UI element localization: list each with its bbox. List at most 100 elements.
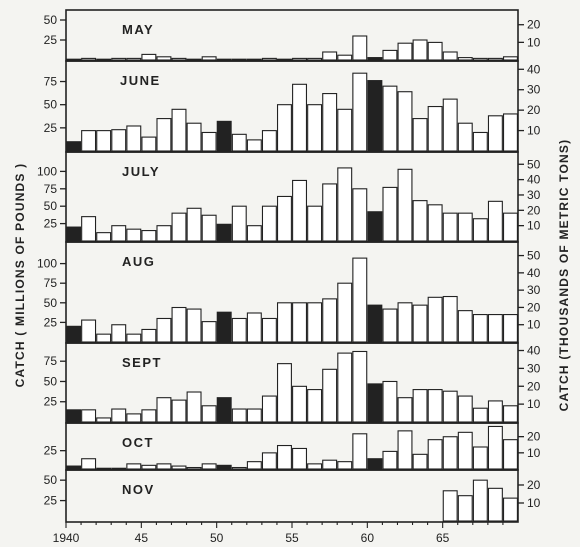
right-tick-label: 30	[527, 188, 541, 202]
bar-june-1950	[216, 120, 232, 152]
right-tick-label: 40	[527, 173, 541, 187]
bar-aug-1968	[487, 314, 503, 343]
bar-oct-1949	[201, 463, 217, 470]
bar-aug-1951	[231, 317, 247, 343]
right-tick-label: 10	[527, 446, 541, 460]
bar-oct-1961	[382, 450, 398, 470]
right-tick-label: 20	[527, 430, 541, 444]
bar-sept-1942	[96, 417, 112, 423]
bar-sept-1949	[201, 405, 217, 423]
bar-july-1943	[111, 225, 127, 242]
bar-sept-1967	[472, 407, 488, 423]
bar-oct-1940	[66, 465, 82, 470]
bar-aug-1959	[352, 257, 368, 343]
bar-july-1960	[367, 211, 383, 242]
bar-july-1958	[337, 167, 353, 242]
bar-july-1959	[352, 188, 368, 242]
bar-may-1961	[382, 49, 398, 61]
x-tick-label: 60	[361, 531, 375, 545]
bar-sept-1946	[156, 397, 172, 423]
bar-july-1953	[261, 205, 277, 242]
bar-june-1945	[141, 136, 157, 152]
bar-june-1942	[96, 130, 112, 152]
bar-july-1968	[487, 200, 503, 242]
bar-may-1949	[201, 56, 217, 61]
bar-june-1961	[382, 85, 398, 152]
bar-sept-1955	[292, 385, 308, 423]
left-tick-label: 25	[44, 395, 58, 409]
bar-oct-1955	[292, 447, 308, 470]
left-tick-label: 25	[44, 494, 58, 508]
bar-june-1957	[322, 93, 338, 152]
right-tick-label: 10	[527, 124, 541, 138]
bar-july-1961	[382, 186, 398, 242]
bar-june-1963	[412, 118, 428, 152]
bar-oct-1963	[412, 453, 428, 470]
bar-aug-1964	[427, 296, 443, 343]
left-tick-label: 25	[44, 315, 58, 329]
bar-may-1946	[156, 56, 172, 61]
bar-aug-1969	[502, 314, 518, 343]
bar-june-1967	[472, 131, 488, 152]
bar-sept-1954	[276, 363, 292, 423]
bar-july-1967	[472, 218, 488, 242]
bar-may-1967	[472, 57, 488, 61]
bar-may-1950	[216, 58, 232, 61]
bar-oct-1948	[186, 466, 202, 470]
bar-sept-1945	[141, 409, 157, 423]
bar-aug-1956	[307, 302, 323, 343]
bar-aug-1943	[111, 324, 127, 343]
right-tick-label: 40	[527, 62, 541, 76]
left-tick-label: 25	[44, 217, 58, 231]
bar-june-1946	[156, 118, 172, 152]
bar-may-1951	[231, 58, 247, 61]
bar-sept-1961	[382, 380, 398, 423]
bar-sept-1968	[487, 400, 503, 423]
bar-aug-1949	[201, 321, 217, 343]
bar-may-1945	[141, 53, 157, 61]
bar-july-1944	[126, 228, 142, 242]
left-tick-label: 25	[44, 121, 58, 135]
bar-aug-1960	[367, 304, 383, 343]
right-tick-label: 20	[527, 18, 541, 32]
bar-july-1945	[141, 230, 157, 242]
bar-sept-1962	[397, 397, 413, 423]
bar-sept-1965	[442, 390, 458, 423]
left-tick-label: 75	[44, 276, 58, 290]
bar-june-1948	[186, 122, 202, 152]
bar-june-1964	[427, 105, 443, 152]
bar-june-1952	[246, 139, 262, 152]
bar-june-1956	[307, 104, 323, 152]
bar-nov-1967	[472, 479, 488, 522]
bar-sept-1958	[337, 352, 353, 423]
bar-sept-1966	[457, 395, 473, 423]
left-tick-label: 50	[44, 374, 58, 388]
bar-oct-1950	[216, 464, 232, 470]
x-tick-label: 45	[135, 531, 149, 545]
left-tick-label: 75	[44, 75, 58, 89]
bar-june-1954	[276, 104, 292, 152]
bar-sept-1969	[502, 405, 518, 423]
left-tick-label: 75	[44, 182, 58, 196]
month-label: SEPT	[122, 355, 162, 370]
bar-may-1966	[457, 57, 473, 61]
bar-sept-1944	[126, 413, 142, 423]
bar-june-1951	[231, 133, 247, 152]
right-tick-label: 30	[527, 361, 541, 375]
bar-may-1953	[261, 57, 277, 61]
bar-sept-1959	[352, 350, 368, 423]
bar-oct-1966	[457, 431, 473, 470]
month-label: NOV	[122, 482, 155, 497]
bar-aug-1948	[186, 308, 202, 343]
right-tick-label: 10	[527, 318, 541, 332]
bar-may-1941	[81, 57, 97, 61]
bar-june-1968	[487, 115, 503, 152]
bar-may-1954	[276, 58, 292, 61]
bar-aug-1963	[412, 304, 428, 343]
bar-july-1950	[216, 223, 232, 242]
panel-may: MAY 25 50 10 20	[44, 9, 541, 62]
bar-nov-1969	[502, 497, 518, 522]
bar-aug-1942	[96, 333, 112, 343]
left-tick-label: 50	[44, 199, 58, 213]
